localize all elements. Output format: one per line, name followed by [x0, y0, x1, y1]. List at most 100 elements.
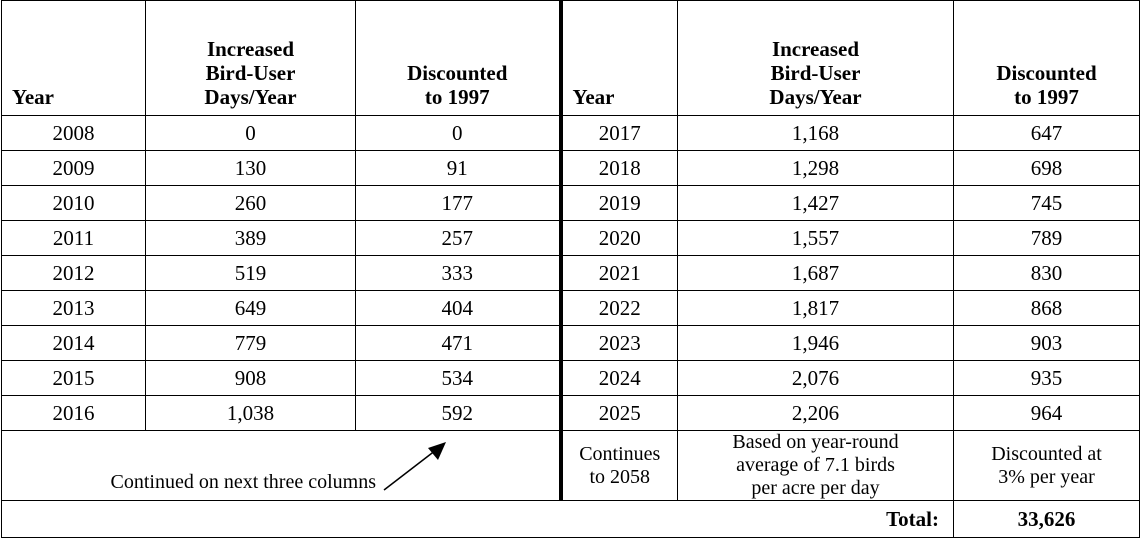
- data-cell: 2012: [1, 255, 146, 291]
- data-cell: 2,076: [677, 360, 954, 396]
- data-cell: 1,946: [677, 325, 954, 361]
- data-cell: 779: [145, 325, 356, 361]
- data-cell: 830: [953, 255, 1140, 291]
- data-cell: 964: [953, 395, 1140, 431]
- data-cell: 0: [355, 115, 561, 151]
- data-cell: 2013: [1, 290, 146, 326]
- cell-line: Based on year-round: [732, 431, 899, 453]
- cell-line: Days/Year: [769, 85, 862, 109]
- data-row: 2016 1,038 592 2025 2,206 964: [1, 395, 1140, 431]
- data-cell: 2009: [1, 150, 146, 186]
- cell-line: Days/Year: [204, 85, 297, 109]
- data-row: 2010 260 177 2019 1,427 745: [1, 185, 1140, 221]
- data-row: 2008 0 0 2017 1,168 647: [1, 115, 1140, 151]
- data-cell: 2024: [558, 360, 678, 396]
- data-cell: 903: [953, 325, 1140, 361]
- cell-line: 3% per year: [998, 465, 1095, 488]
- data-cell: 260: [145, 185, 356, 221]
- data-cell: 2019: [558, 185, 678, 221]
- data-row: 2011 389 257 2020 1,557 789: [1, 220, 1140, 256]
- header-cell: Year: [1, 0, 146, 116]
- data-cell: 519: [145, 255, 356, 291]
- total-value: 33,626: [953, 500, 1140, 538]
- total-row: Total: 33,626: [1, 500, 1140, 538]
- data-cell: 1,817: [677, 290, 954, 326]
- data-cell: 935: [953, 360, 1140, 396]
- data-row: 2009 130 91 2018 1,298 698: [1, 150, 1140, 186]
- header-row: Year Increased Bird-User Days/Year Discounte…: [1, 0, 1140, 116]
- data-cell: 1,557: [677, 220, 954, 256]
- header-cell: Discounted to 1997: [355, 0, 561, 116]
- note-cell: Continued on next three columns: [1, 430, 561, 501]
- header-cell: Increased Bird-User Days/Year: [677, 0, 954, 116]
- header-cell: Year: [558, 0, 678, 116]
- cell-line: average of 7.1 birds: [736, 454, 895, 476]
- data-cell: 130: [145, 150, 356, 186]
- data-cell: 908: [145, 360, 356, 396]
- data-cell: 1,038: [145, 395, 356, 431]
- data-cell: 257: [355, 220, 561, 256]
- note-cell: Based on year-round average of 7.1 birds p…: [677, 430, 954, 501]
- note-cell: Discounted at 3% per year: [953, 430, 1140, 501]
- data-cell: 389: [145, 220, 356, 256]
- data-cell: 2010: [1, 185, 146, 221]
- data-cell: 1,687: [677, 255, 954, 291]
- data-cell: 471: [355, 325, 561, 361]
- cell-line: Year: [12, 85, 54, 109]
- data-row: 2012 519 333 2021 1,687 830: [1, 255, 1140, 291]
- total-label: Total:: [1, 500, 954, 538]
- data-row: 2015 908 534 2024 2,076 935: [1, 360, 1140, 396]
- data-cell: 2020: [558, 220, 678, 256]
- data-cell: 2,206: [677, 395, 954, 431]
- cell-line: Discounted: [407, 61, 508, 85]
- data-cell: 789: [953, 220, 1140, 256]
- data-cell: 2018: [558, 150, 678, 186]
- cell-line: Discounted: [996, 61, 1097, 85]
- data-cell: 2023: [558, 325, 678, 361]
- cell-line: Discounted at: [991, 442, 1102, 465]
- cell-line: Increased: [771, 37, 860, 61]
- cell-line: Year: [572, 85, 615, 109]
- cell-line: Bird-User: [770, 61, 861, 85]
- header-cell: Discounted to 1997: [953, 0, 1140, 116]
- data-cell: 868: [953, 290, 1140, 326]
- cell-line: Bird-User: [205, 61, 296, 85]
- data-cell: 2014: [1, 325, 146, 361]
- data-row: 2014 779 471 2023 1,946 903: [1, 325, 1140, 361]
- data-cell: 0: [145, 115, 356, 151]
- header-cell: Increased Bird-User Days/Year: [145, 0, 356, 116]
- note-cell: Continues to 2058: [558, 430, 678, 501]
- cell-line: to 1997: [424, 85, 490, 109]
- data-cell: 2021: [558, 255, 678, 291]
- notes-row: Continued on next three columns Continues…: [1, 430, 1140, 501]
- data-cell: 91: [355, 150, 561, 186]
- cell-line: Continues: [579, 442, 661, 465]
- data-cell: 2022: [558, 290, 678, 326]
- data-cell: 333: [355, 255, 561, 291]
- data-row: 2013 649 404 2022 1,817 868: [1, 290, 1140, 326]
- data-cell: 2008: [1, 115, 146, 151]
- cell-line: per acre per day: [751, 477, 880, 499]
- data-cell: 2017: [558, 115, 678, 151]
- data-cell: 1,168: [677, 115, 954, 151]
- data-cell: 745: [953, 185, 1140, 221]
- cell-line: to 1997: [1014, 85, 1079, 109]
- data-cell: 404: [355, 290, 561, 326]
- data-cell: 534: [355, 360, 561, 396]
- data-cell: 177: [355, 185, 561, 221]
- data-cell: 2015: [1, 360, 146, 396]
- data-cell: 1,427: [677, 185, 954, 221]
- arrow: [383, 441, 446, 491]
- data-cell: 647: [953, 115, 1140, 151]
- data-cell: 2025: [558, 395, 678, 431]
- data-cell: 2011: [1, 220, 146, 256]
- data-cell: 1,298: [677, 150, 954, 186]
- note-text: Continued on next three columns: [110, 470, 376, 493]
- cell-line: Increased: [206, 37, 295, 61]
- data-cell: 592: [355, 395, 561, 431]
- cell-line: to 2058: [589, 465, 651, 488]
- data-cell: 698: [953, 150, 1140, 186]
